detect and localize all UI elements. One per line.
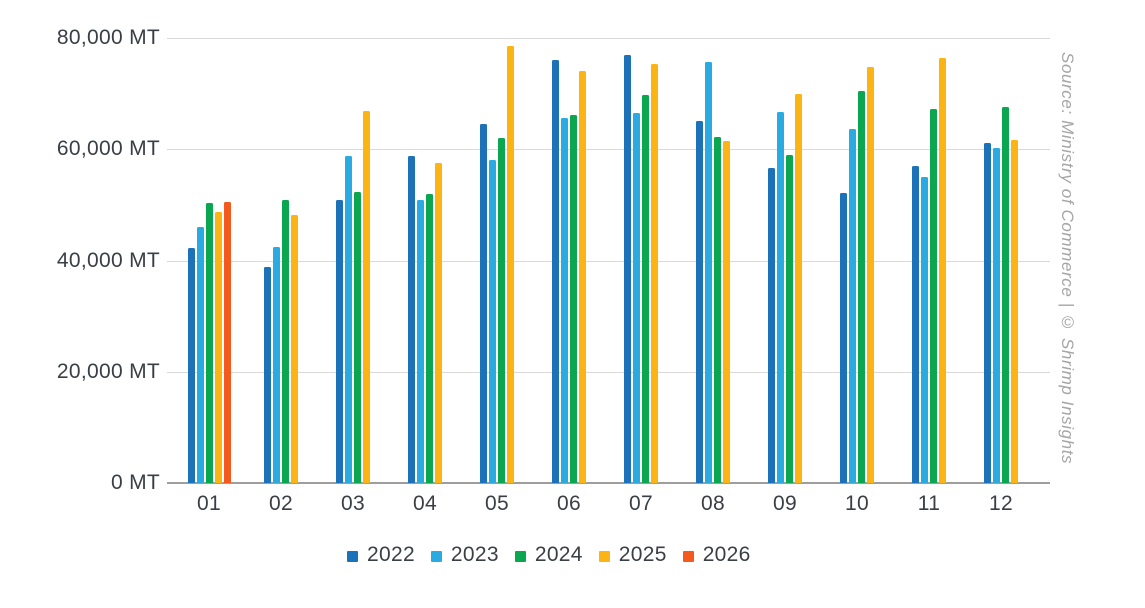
- y-tick-label-60000: 60,000 MT: [56, 137, 160, 161]
- bar-2022-12: [984, 142, 991, 483]
- bar-2022-05: [480, 124, 487, 483]
- x-tick-label-09: 09: [773, 492, 797, 515]
- bar-2023-11: [921, 176, 928, 483]
- legend-marker-2026: [682, 550, 694, 562]
- bar-2025-06: [579, 70, 586, 483]
- legend-item-2024: 2024: [514, 543, 583, 567]
- legend-label-2026: 2026: [702, 543, 751, 566]
- x-tick-label-04: 04: [413, 492, 437, 515]
- x-tick-label-01: 01: [197, 492, 221, 515]
- bar-2024-05: [498, 138, 505, 483]
- bar-2022-01: [187, 248, 195, 483]
- legend-item-2025: 2025: [598, 543, 667, 567]
- bar-2022-02: [264, 266, 271, 483]
- bar-2023-05: [489, 159, 496, 483]
- gridline-60000: [167, 149, 1050, 151]
- legend-label-2025: 2025: [618, 543, 667, 566]
- x-tick-label-02: 02: [269, 492, 293, 515]
- gridline-40000: [167, 260, 1050, 262]
- y-tick-label-20000: 20,000 MT: [56, 359, 160, 383]
- bar-2025-12: [1011, 139, 1018, 483]
- bar-2023-12: [993, 147, 1000, 483]
- gridline-80000: [167, 38, 1050, 39]
- bar-2023-06: [561, 117, 568, 483]
- bar-2022-04: [408, 155, 415, 483]
- legend: 2022 2023 2024 2025 2026: [347, 543, 751, 567]
- x-tick-label-06: 06: [557, 492, 581, 515]
- y-axis-labels: 0 MT 20,000 MT 40,000 MT 60,000 MT 80,000 MT: [0, 26, 160, 494]
- bar-2024-02: [282, 200, 289, 483]
- plot-area: [167, 38, 1050, 484]
- bar-2025-09: [795, 94, 802, 483]
- legend-marker-2022: [347, 550, 358, 562]
- bar-2025-05: [507, 45, 514, 483]
- legend-item-2023: 2023: [430, 543, 499, 567]
- legend-label-2024: 2024: [534, 543, 583, 566]
- bar-2025-10: [867, 66, 874, 483]
- bar-2024-03: [354, 191, 361, 483]
- x-tick-label-07: 07: [629, 492, 653, 515]
- bar-2023-10: [849, 129, 856, 483]
- x-axis-labels: 01 02 03 04 05 06 07 08 09 10 11 12: [167, 492, 1050, 520]
- y-tick-label-40000: 40,000 MT: [56, 248, 160, 272]
- legend-item-2022: 2022: [347, 543, 415, 567]
- source-note: Source: Ministry of Commerce | © Shrimp …: [1058, 52, 1077, 465]
- bar-2025-08: [723, 140, 730, 483]
- bar-2024-08: [714, 137, 721, 483]
- bar-2023-07: [633, 112, 640, 483]
- bar-2025-07: [651, 64, 658, 483]
- legend-marker-2024: [514, 550, 526, 562]
- bar-2026-01: [223, 201, 231, 483]
- bar-2024-01: [205, 202, 213, 483]
- y-tick-label-80000: 80,000 MT: [56, 26, 160, 49]
- bar-2024-06: [570, 115, 577, 483]
- bar-2022-07: [624, 55, 631, 483]
- legend-item-2026: 2026: [682, 543, 751, 567]
- bar-2022-08: [696, 120, 703, 483]
- bar-2024-12: [1002, 106, 1009, 483]
- bar-2022-10: [840, 192, 847, 483]
- bar-2024-11: [930, 108, 937, 483]
- bar-2022-03: [336, 200, 343, 483]
- bar-2023-09: [777, 111, 784, 483]
- bar-2022-11: [912, 165, 919, 483]
- x-tick-label-12: 12: [989, 492, 1013, 515]
- bar-2025-03: [363, 110, 370, 483]
- x-tick-label-10: 10: [845, 492, 869, 515]
- bar-2025-11: [939, 58, 946, 483]
- x-tick-label-11: 11: [917, 492, 941, 515]
- gridline-20000: [167, 371, 1050, 373]
- bar-2025-04: [435, 162, 442, 483]
- x-tick-label-05: 05: [485, 492, 509, 515]
- legend-label-2022: 2022: [367, 543, 415, 566]
- bar-2023-01: [196, 226, 204, 483]
- bar-2023-02: [273, 246, 280, 483]
- legend-marker-2023: [430, 550, 442, 562]
- bar-2024-09: [786, 154, 793, 483]
- y-tick-label-0: 0 MT: [110, 471, 160, 494]
- bar-2025-01: [214, 211, 222, 483]
- bar-2025-02: [291, 215, 298, 483]
- bar-2022-06: [552, 60, 559, 483]
- legend-marker-2025: [598, 550, 610, 562]
- x-tick-label-03: 03: [341, 492, 365, 515]
- x-axis-baseline: [167, 482, 1050, 484]
- bar-2023-04: [417, 199, 424, 483]
- bar-2023-03: [345, 156, 352, 483]
- bar-2024-04: [426, 193, 433, 483]
- bar-2024-07: [642, 94, 649, 483]
- x-tick-label-08: 08: [701, 492, 725, 515]
- legend-label-2023: 2023: [450, 543, 499, 566]
- bar-2024-10: [858, 91, 865, 483]
- bar-2023-08: [705, 62, 712, 483]
- bar-2022-09: [768, 167, 775, 483]
